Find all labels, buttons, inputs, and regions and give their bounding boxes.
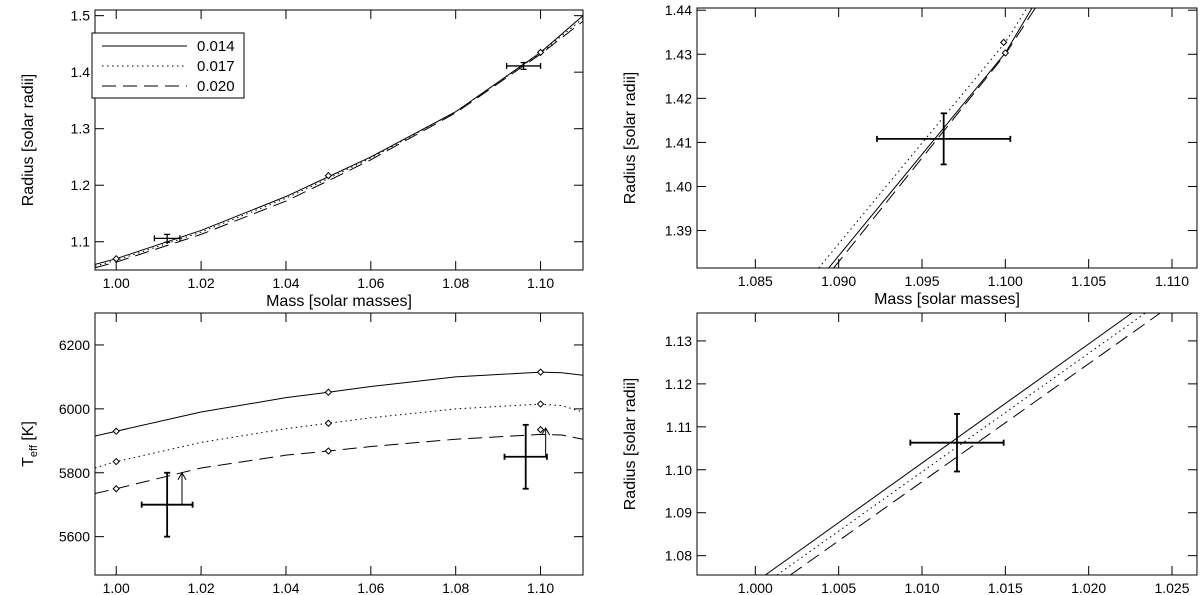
y-tick-label: 5800 [59,465,90,481]
plot-frame [94,9,584,271]
diamond-marker [324,419,333,427]
y-tick-label: 1.11 [666,419,692,435]
plot-area [765,313,1161,575]
series-line-0-017 [95,403,583,469]
x-axis-label: Mass [solar masses] [266,293,412,310]
y-axis-label: Radius [solar radii] [622,72,639,205]
x-axis-label: Mass [solar masses] [874,291,1020,308]
y-tick-label: 1.4 [71,64,91,80]
arrow-head [541,427,551,436]
diamond-marker [112,427,120,435]
x-tick-label: 1.005 [821,580,856,595]
x-tick-label: 1.025 [1154,580,1189,595]
plot-area [95,15,583,269]
y-axis-label: Teff [K] [20,421,40,467]
x-tick-label: 1.000 [738,580,773,595]
x-tick-label: 1.090 [821,273,856,289]
diamond-marker [1001,49,1010,57]
x-tick-label: 1.100 [988,273,1023,289]
arrow-head [177,471,187,481]
y-tick-label: 1.13 [665,333,692,349]
diamond-marker [536,368,545,376]
series-line-0-020 [95,20,583,269]
x-tick-label: 1.00 [103,580,130,595]
y-tick-label: 1.08 [665,548,692,564]
x-tick-label: 1.015 [988,580,1023,595]
y-tick-label: 1.1 [71,234,91,250]
y-tick-label: 1.2 [71,177,91,193]
y-tick-label: 1.42 [665,90,692,106]
y-tick-label: 1.43 [665,46,692,62]
diamond-marker [112,457,120,466]
series-line-0-014 [95,371,583,437]
x-tick-label: 1.04 [272,580,299,595]
x-tick-label: 1.10 [527,275,554,291]
x-tick-label: 1.02 [187,580,214,595]
y-tick-label: 1.10 [665,462,692,478]
y-tick-label: 1.40 [665,178,692,194]
x-tick-label: 1.06 [357,580,384,595]
diamond-marker [112,254,120,263]
legend-label: 0.014 [197,38,235,55]
y-tick-label: 1.44 [665,2,692,18]
y-tick-label: 1.12 [665,376,692,392]
panel-bottom-left: 1.00 1.02 1.04 1.06 1.08 1.10 5600 5800 6000 6200… [20,312,584,595]
series-line-0-014 [765,313,1133,575]
x-tick-label: 1.085 [738,273,773,289]
y-axis-label: Radius [solar radii] [20,74,37,207]
y-tick-label: 1.09 [665,505,692,521]
diamond-marker [324,171,333,180]
diamond-marker [112,485,120,493]
y-tick-label: 5600 [59,529,90,545]
x-tick-label: 1.08 [442,275,469,291]
x-tick-label: 1.02 [187,275,214,291]
series-line-0-017 [776,313,1146,575]
x-tick-label: 1.06 [357,275,384,291]
y-tick-label: 6000 [59,401,90,417]
legend-label: 0.017 [197,58,235,75]
x-tick-label: 1.00 [103,275,130,291]
series-line-0-020 [95,433,583,495]
y-axis-label: Radius [solar radii] [622,378,639,511]
panel-top-right: 1.085 1.090 1.095 1.100 1.105 1.110 1.39 1.40 1.… [622,2,1198,308]
y-tick-label: 1.3 [71,121,91,137]
y-tick-label: 1.39 [665,223,692,239]
series-line-0-020 [790,313,1161,575]
plot-area [818,8,1036,268]
x-tick-label: 1.04 [272,275,299,291]
plot-frame [696,7,1198,269]
diamond-marker [536,48,545,57]
diamond-marker [536,400,545,408]
diamond-marker [536,425,545,434]
plot-frame [696,312,1198,576]
x-tick-label: 1.020 [1071,580,1106,595]
diamond-marker [999,38,1008,47]
legend-label: 0.020 [197,78,235,95]
panel-top-left: 1.00 1.02 1.04 1.06 1.08 1.10 1.1 1.2 1.3 1.4 1.5 M… [20,8,584,310]
x-tick-label: 1.095 [904,273,939,289]
plot-frame [94,312,584,576]
x-tick-label: 1.08 [442,580,469,595]
x-tick-label: 1.10 [527,580,554,595]
y-tick-label: 1.41 [665,134,692,150]
x-tick-label: 1.110 [1155,273,1189,289]
diamond-marker [324,447,333,455]
x-tick-label: 1.105 [1071,273,1106,289]
y-tick-label: 1.5 [71,8,91,24]
panel-bottom-right: 1.000 1.005 1.010 1.015 1.020 1.025 1.08 1.09 1.… [622,312,1198,595]
plot-area [95,368,583,538]
diamond-marker [324,388,333,396]
y-tick-label: 6200 [59,337,90,353]
x-tick-label: 1.010 [904,580,939,595]
